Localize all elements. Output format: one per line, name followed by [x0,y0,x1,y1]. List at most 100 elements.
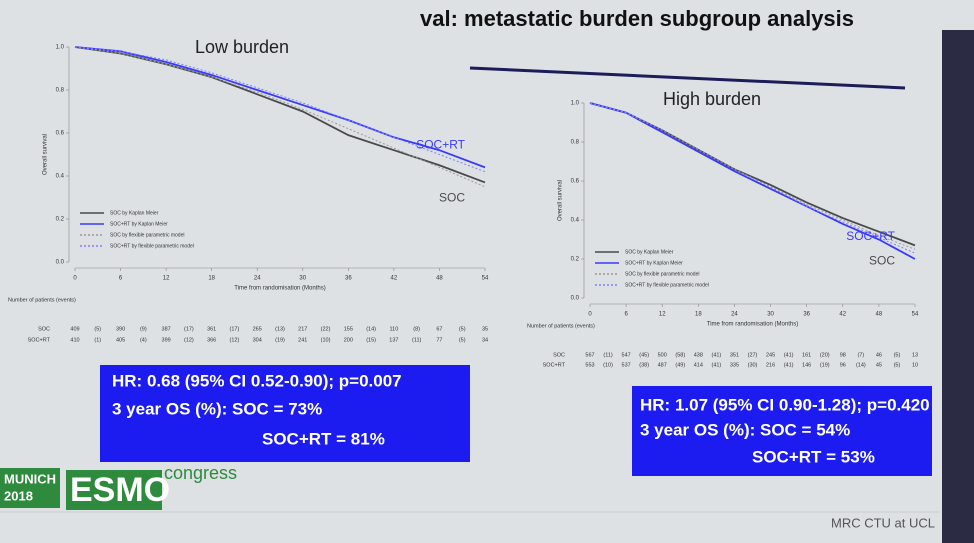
risk-value: 366 [207,337,216,343]
risk-value: 161 [802,352,811,358]
summary-box [100,365,470,462]
y-tick-label: 1.0 [571,101,580,107]
summary-line: SOC+RT = 53% [752,447,875,466]
risk-row-name: SOC [38,326,50,332]
summary-line: HR: 0.68 (95% CI 0.52-0.90); p=0.007 [112,371,402,390]
risk-value: 351 [730,352,739,358]
y-tick-label: 0.2 [56,217,65,223]
risk-value: 10 [912,362,918,368]
risk-value: (10) [321,337,331,343]
summary-line: 3 year OS (%): SOC = 54% [640,420,850,439]
legend-label: SOC by Kaplan Meier [110,210,159,216]
risk-value: 410 [70,337,79,343]
legend-label: SOC by Kaplan Meier [625,249,674,255]
x-tick-label: 48 [436,276,443,282]
risk-value: (17) [184,326,194,332]
y-tick-label: 0.0 [56,260,65,266]
risk-value: (41) [711,362,721,368]
risk-value: 241 [298,337,307,343]
x-tick-label: 54 [482,276,489,282]
survival-curve [589,102,916,254]
y-tick-label: 0.2 [571,257,580,263]
y-tick-label: 1.0 [56,45,65,51]
risk-value: 13 [912,352,918,358]
risk-value: (41) [711,352,721,358]
x-tick-label: 12 [659,312,666,318]
risk-row-name: SOC+RT [543,362,566,368]
summary-line: SOC+RT = 81% [262,429,385,448]
risk-row-name: SOC+RT [28,337,51,343]
risk-value: (5) [459,337,466,343]
risk-value: 98 [840,352,846,358]
y-tick-label: 0.8 [571,140,580,146]
legend-label: SOC by flexible parametric model [110,232,184,238]
risk-value: (38) [639,362,649,368]
x-tick-label: 24 [731,312,738,318]
x-tick-label: 42 [391,276,398,282]
summary-line: HR: 1.07 (95% CI 0.90-1.28); p=0.420 [640,395,930,414]
credit: MRC CTU at UCL [831,515,935,530]
survival-curve [74,46,486,169]
y-tick-label: 0.0 [571,296,580,302]
risk-value: 537 [622,362,631,368]
y-tick-label: 0.6 [56,131,65,137]
x-tick-label: 42 [839,312,846,318]
risk-value: 487 [658,362,667,368]
risk-value: 67 [436,326,442,332]
risk-value: 547 [622,352,631,358]
x-tick-label: 12 [163,276,170,282]
risk-value: 245 [766,352,775,358]
survival-curve [74,46,486,173]
slide-title: val: metastatic burden subgroup analysis [420,6,854,31]
survival-curve [589,102,916,260]
risk-value: 387 [162,326,171,332]
curve-annotation: SOC+RT [846,229,895,243]
risk-value: 361 [207,326,216,332]
risk-value: (22) [321,326,331,332]
x-tick-label: 30 [767,312,774,318]
x-tick-label: 36 [803,312,810,318]
risk-value: (19) [275,337,285,343]
x-tick-label: 6 [119,276,123,282]
risk-table-label: Number of patients (events) [527,323,595,329]
risk-value: 110 [389,326,398,332]
risk-value: 137 [389,337,398,343]
risk-value: (7) [857,352,864,358]
curve-annotation: SOC [869,254,895,268]
risk-value: (15) [366,337,376,343]
x-tick-label: 24 [254,276,261,282]
risk-value: (1) [94,337,101,343]
x-tick-label: 0 [73,276,77,282]
risk-value: (30) [748,362,758,368]
risk-value: (20) [820,352,830,358]
legend-label: SOC+RT by flexible parametric model [625,282,709,288]
chart-subtitle: High burden [663,89,761,109]
risk-value: 46 [876,352,882,358]
chart-subtitle: Low burden [195,37,289,57]
summary-box [632,386,932,476]
x-tick-label: 18 [208,276,215,282]
risk-value: 96 [840,362,846,368]
curve-annotation: SOC+RT [416,138,465,152]
risk-value: 567 [585,352,594,358]
risk-value: 553 [585,362,594,368]
x-tick-label: 0 [588,312,592,318]
risk-value: (27) [748,352,758,358]
risk-value: (4) [140,337,147,343]
screen-edge [942,30,974,543]
legend-label: SOC by flexible parametric model [625,271,699,277]
year: 2018 [4,488,33,503]
logo: ESMO [70,471,170,509]
survival-curve [74,46,486,188]
risk-value: 146 [802,362,811,368]
risk-row-name: SOC [553,352,565,358]
logo-badge [66,470,162,510]
risk-value: (10) [603,362,613,368]
risk-value: (58) [675,352,685,358]
risk-value: (49) [675,362,685,368]
risk-value: 405 [116,337,125,343]
y-axis-label: Overall survival [558,180,564,221]
risk-value: (14) [856,362,866,368]
x-tick-label: 54 [912,312,919,318]
risk-value: (11) [603,352,613,358]
